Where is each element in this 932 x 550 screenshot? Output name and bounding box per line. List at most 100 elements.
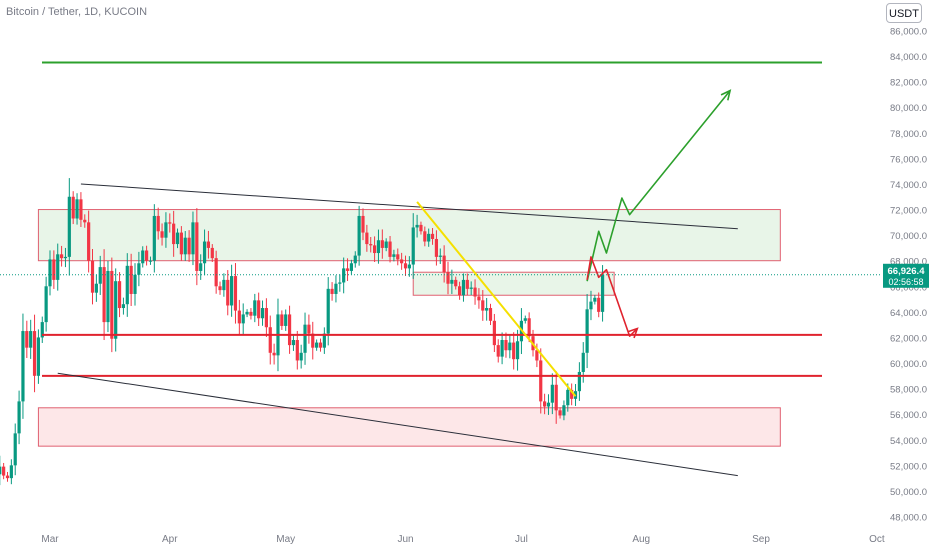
candle-body: [29, 331, 33, 348]
y-tick-label: 82,000.0: [890, 78, 927, 89]
bullish-projection-arrowhead: [720, 89, 732, 101]
candle-body: [597, 297, 601, 312]
x-tick-label: Oct: [869, 534, 885, 545]
candle-body: [268, 327, 272, 353]
upper-green-zone: [37, 209, 781, 262]
candle-body: [195, 222, 199, 271]
candle-body: [427, 233, 431, 242]
candle-body: [508, 342, 512, 351]
candle-body: [102, 267, 106, 323]
candle-body: [303, 324, 307, 353]
candle-body: [5, 475, 10, 479]
candle-body: [365, 232, 369, 245]
candle-body: [539, 360, 543, 402]
y-tick-label: 76,000.0: [890, 154, 927, 165]
candle-body: [214, 258, 218, 287]
candle-body: [349, 263, 354, 271]
candle-body: [450, 279, 454, 284]
candle-body: [581, 352, 585, 372]
candle-body: [280, 314, 284, 326]
y-tick-label: 58,000.0: [890, 385, 927, 396]
candle-body: [152, 215, 156, 261]
candle-body: [577, 371, 581, 392]
candle-body: [299, 352, 303, 361]
x-tick-label: Apr: [162, 534, 178, 545]
candle-body: [477, 296, 481, 301]
candle-body: [535, 350, 539, 361]
candle-body: [338, 282, 342, 284]
price-badge-value: 66,926.4: [888, 266, 926, 277]
plot-area: [0, 0, 880, 528]
candle-body: [9, 465, 13, 479]
candle-body: [442, 255, 446, 273]
candle-body: [295, 340, 299, 361]
candle-body: [106, 270, 110, 323]
candle-body: [141, 250, 145, 264]
candle-body: [585, 309, 589, 353]
candle-body: [206, 241, 211, 248]
candle-body: [558, 410, 562, 416]
candle-body: [287, 314, 292, 346]
candle-body: [133, 274, 137, 294]
candle-body: [253, 300, 257, 316]
candle-body: [48, 259, 52, 287]
candle-body: [380, 240, 384, 248]
candle-body: [160, 231, 164, 238]
yellow-trendline: [416, 201, 577, 397]
candle-body: [600, 274, 605, 312]
candle-body: [0, 466, 2, 475]
candle-body: [17, 401, 21, 434]
candle-body: [400, 259, 404, 264]
candle-body: [589, 301, 593, 310]
y-tick-label: 86,000.0: [890, 27, 927, 38]
candle-body: [361, 215, 365, 233]
y-tick-label: 84,000.0: [890, 52, 927, 63]
candle-body: [83, 219, 87, 223]
candle-body: [121, 304, 126, 309]
bearish-projection-arrowhead: [627, 327, 639, 339]
candle-body: [291, 340, 296, 346]
candle-body: [488, 308, 493, 321]
candle-body: [52, 259, 56, 280]
candle-body: [396, 254, 400, 260]
candle-body: [179, 232, 183, 255]
candle-body: [454, 279, 458, 287]
y-tick-label: 70,000.0: [890, 231, 927, 242]
candle-body: [403, 263, 408, 269]
candle-body: [237, 310, 241, 324]
candle-body: [25, 331, 29, 348]
candle-body: [230, 276, 234, 306]
candle-body: [392, 254, 396, 257]
candle-body: [415, 224, 419, 228]
candle-body: [566, 389, 570, 406]
y-tick-label: 66,000.0: [890, 282, 927, 293]
candle-body: [75, 199, 79, 219]
candle-body: [156, 215, 160, 232]
candle-body: [202, 241, 207, 264]
price-badge: [883, 263, 929, 288]
candle-body: [512, 342, 516, 360]
candle-body: [98, 267, 102, 284]
candle-body: [345, 268, 350, 271]
chart-title: Bitcoin / Tether, 1D, KUCOIN: [6, 6, 148, 18]
candle-body: [2, 466, 6, 476]
candle-body: [191, 222, 195, 255]
candle-body: [322, 333, 326, 348]
candle-body: [376, 240, 381, 254]
candle-body: [90, 260, 95, 293]
candle-body: [523, 318, 527, 321]
candle-body: [94, 283, 98, 293]
candle-body: [446, 272, 450, 284]
candle-body: [411, 227, 415, 265]
lower-red-zone: [37, 407, 781, 447]
candle-body: [311, 333, 315, 348]
currency-button[interactable]: USDT: [886, 3, 922, 23]
x-tick-label: Jun: [397, 534, 413, 545]
candle-body: [473, 287, 477, 297]
candle-body: [172, 223, 176, 245]
candle-body: [199, 263, 203, 271]
bearish-projection: [586, 256, 638, 337]
candle-body: [496, 345, 500, 357]
candle-body: [423, 231, 427, 242]
